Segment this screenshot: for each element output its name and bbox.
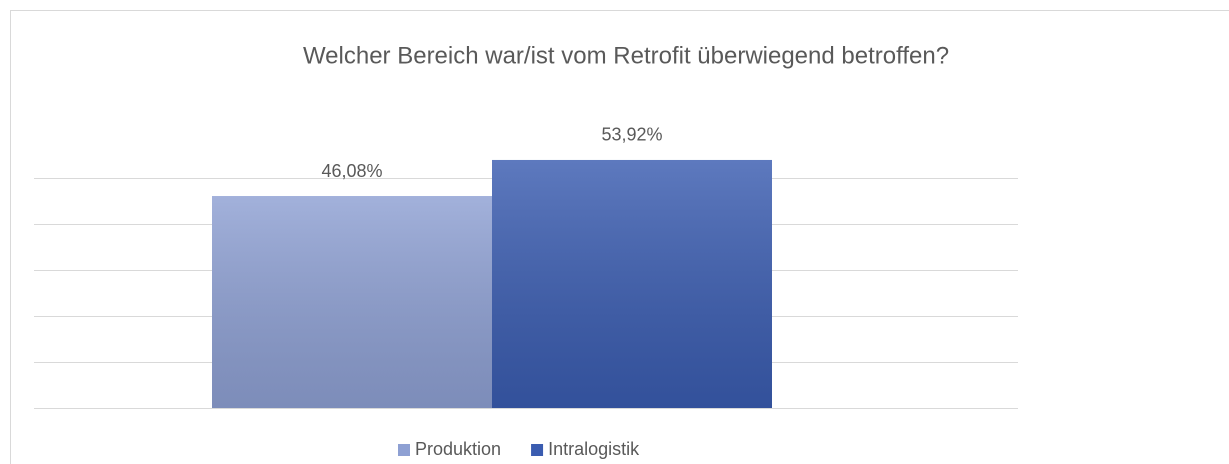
chart-title: Welcher Bereich war/ist vom Retrofit übe… — [303, 42, 949, 69]
legend-swatch — [531, 444, 544, 456]
legend-swatch — [398, 444, 410, 456]
bar-shade — [212, 196, 492, 408]
legend-label: Produktion — [415, 439, 501, 459]
data-label: 46,08% — [321, 161, 382, 181]
data-label: 53,92% — [601, 125, 662, 145]
bar-shade — [492, 159, 772, 408]
legend-label: Intralogistik — [548, 439, 640, 459]
